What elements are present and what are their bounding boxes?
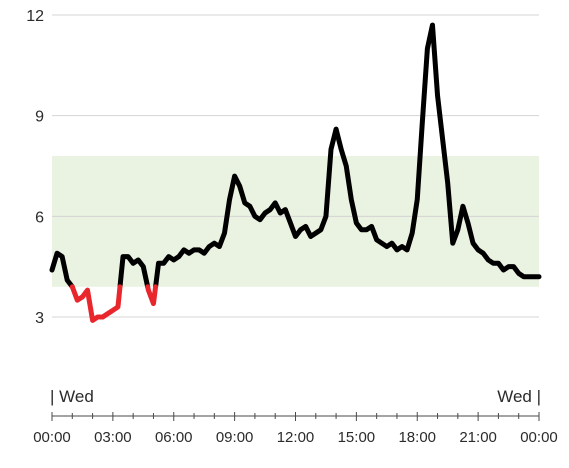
series-lines [49,22,542,323]
x-tick-label: 12:00 [277,429,315,446]
day-label-start: | Wed [50,387,94,406]
y-tick-label: 9 [35,109,44,126]
series-line [49,250,75,290]
y-axis-ticks: 3 6 9 12 [26,8,44,327]
x-tick-label: 00:00 [33,429,71,446]
x-axis: 00:00 03:00 06:00 09:00 12:00 15:00 18:00 21:00… [33,412,558,446]
x-tick-label: 21:00 [459,429,497,446]
x-tick-label: 00:00 [520,429,558,446]
day-label-end: Wed | [497,387,541,406]
grid-lines [52,14,539,318]
series-line [153,22,542,290]
series-line [117,254,151,290]
x-tick-label: 09:00 [216,429,254,446]
x-tick-label: 18:00 [398,429,436,446]
y-tick-label: 3 [35,310,44,327]
series-line-low [69,284,123,323]
x-tick-label: 15:00 [338,429,376,446]
x-tick-label: 06:00 [155,429,193,446]
x-tick-label: 03:00 [94,429,132,446]
y-tick-label: 6 [35,209,44,226]
y-tick-label: 12 [26,8,44,25]
series-line-low [145,284,159,307]
